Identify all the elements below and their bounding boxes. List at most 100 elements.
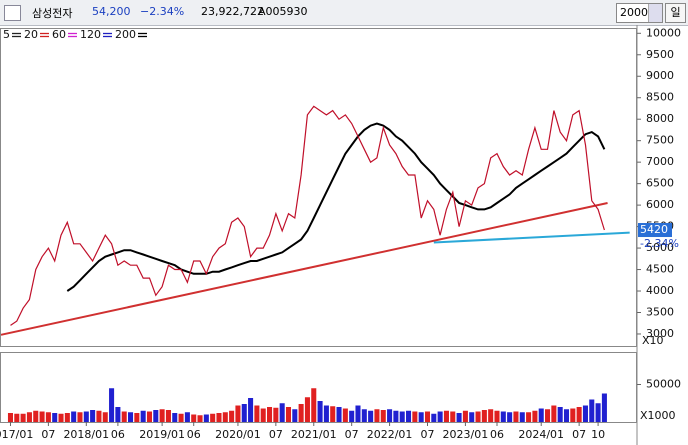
volume-bar [601,393,607,422]
volume-bar [102,412,108,422]
y-tick-label: 6500 [646,177,674,190]
volume-bar [526,412,532,422]
y-tick-label: 50000 [646,378,681,391]
volume-bar [159,409,165,422]
volume-bar [532,410,538,422]
volume-bar [298,404,304,422]
volume-bar [317,401,323,422]
volume-bar [488,409,494,422]
volume-bar [437,411,443,422]
volume-bar [595,403,601,422]
volume-bar [570,408,576,422]
y-tick-label: 7000 [646,155,674,168]
volume-bar [279,403,285,422]
x-tick-label: 2023/01 [443,428,489,441]
volume-bar [273,407,279,422]
volume-bar [39,411,45,422]
volume-bar [412,411,418,422]
price: 54,200 [92,5,131,18]
volume-bar [20,413,26,422]
moving-average [66,122,606,292]
volume-bar [90,410,96,422]
volume-bar [500,411,506,422]
period-button[interactable]: 일 [665,3,686,23]
chart-icon[interactable] [4,5,21,21]
volume-bar [58,413,64,422]
volume-bar [184,412,190,422]
x-tick-label: 10 [591,428,605,441]
x-tick-label: 07 [269,428,283,441]
volume-bar [450,411,456,422]
volume-bar [443,410,449,422]
x-tick-label: 2019/01 [139,428,185,441]
volume-bar [355,405,361,422]
volume-bar [507,412,513,422]
x-tick-label: 06 [111,428,125,441]
volume-bar [349,410,355,422]
x-tick-label: 2017/01 [0,428,33,441]
volume-bar [387,409,393,422]
x-tick-label: 07 [345,428,359,441]
y-tick-label: 8000 [646,112,674,125]
volume-bar [254,405,260,422]
legend-label: 5 [3,28,10,41]
price-line [10,105,605,326]
x-tick-label: 2024/01 [518,428,564,441]
volume-bar [368,410,374,422]
volume-bar [582,405,588,422]
x-tick-label: 07 [420,428,434,441]
legend-label: 60 [52,28,66,41]
volume-bar [406,410,412,422]
y-tick-label: 3000 [646,327,674,340]
volume-bar [45,412,51,422]
count-select[interactable]: 2000 [616,3,663,23]
volume-bar [52,413,58,422]
volume-bar [330,406,336,422]
volume-bar [146,411,153,422]
volume: 23,922,722 [201,5,264,18]
dropdown-arrow[interactable] [648,4,662,22]
volume-bar [545,409,551,422]
volume-bar [304,397,310,422]
y-tick-label: 6000 [646,198,674,211]
y-tick-label: 9000 [646,69,674,82]
legend-label: 20 [24,28,38,41]
volume-bar [235,405,241,422]
y-tick-label: 9500 [646,48,674,61]
y-tick-label: 4500 [646,263,674,276]
volume-bar [241,404,247,422]
unit-label: X1000 [640,409,676,422]
y-tick-label: 3500 [646,305,674,318]
y-tick-label: 4000 [646,284,674,297]
volume-bar [140,410,146,422]
volume-bar [153,410,159,422]
volume-bar [431,413,437,422]
volume-bar [342,408,348,422]
volume-bar [557,407,563,422]
stock-name: 삼성전자 [32,7,73,20]
volume-bar [77,412,83,422]
x-tick-label: 06 [187,428,201,441]
unit-label: X10 [642,334,664,347]
volume-bar [134,413,140,422]
x-tick-label: 2018/01 [63,428,109,441]
volume-bar [513,411,519,422]
volume-bar [285,407,292,422]
volume-bar [14,413,20,422]
volume-bar [418,412,424,422]
trendline [433,231,630,244]
legend-label: 200 [115,28,136,41]
volume-bar [361,409,367,422]
volume-bar [109,388,115,422]
chart: 3000350040004500500055006000650070007500… [0,25,681,445]
last-price-box [638,223,672,238]
volume-bar [210,413,216,422]
volume-bar [481,410,487,422]
period: 일 [670,6,681,19]
volume-bar [424,411,431,422]
price-panel [0,28,637,347]
volume-bar [33,410,39,422]
volume-bar [336,407,342,422]
volume-bar [469,412,475,422]
